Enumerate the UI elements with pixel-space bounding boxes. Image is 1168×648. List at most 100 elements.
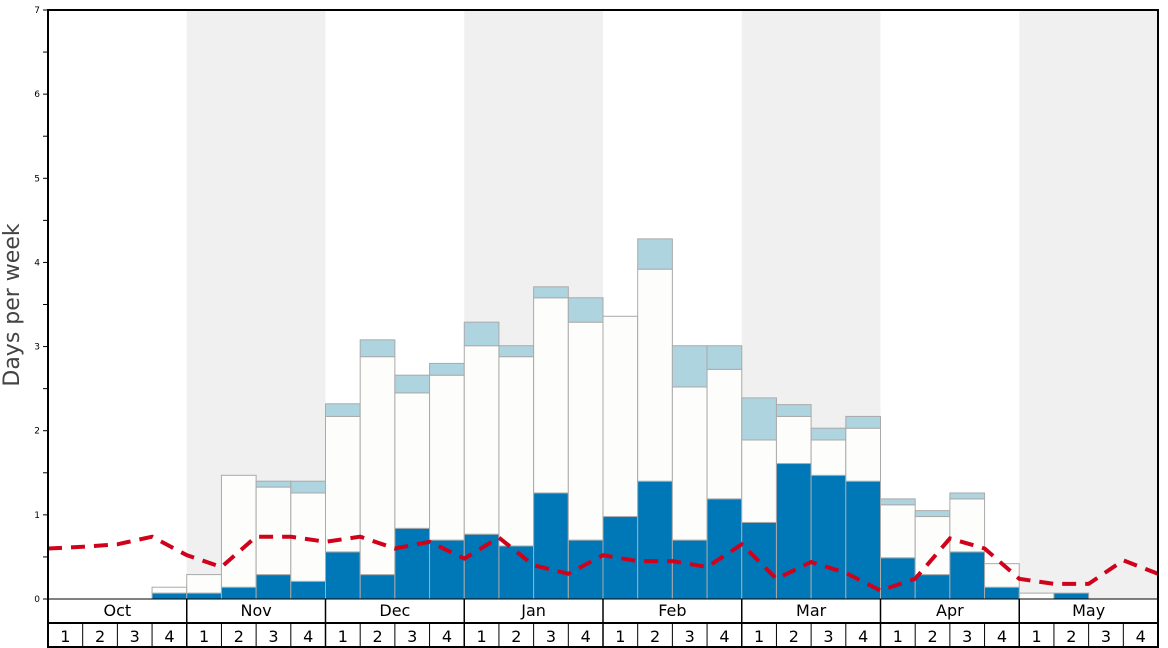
bar-white xyxy=(498,356,535,547)
week-label: 3 xyxy=(962,627,972,646)
bar-blue xyxy=(255,574,292,600)
bar-light xyxy=(567,297,604,323)
bar-blue xyxy=(914,574,951,600)
bar-white xyxy=(429,374,465,541)
bar-blue xyxy=(810,474,847,600)
week-label: 3 xyxy=(823,627,833,646)
bar-light xyxy=(255,480,292,488)
bar-blue xyxy=(151,592,188,600)
week-label: 1 xyxy=(60,627,70,646)
bar-white xyxy=(325,415,361,553)
week-label: 3 xyxy=(268,627,278,646)
bar-blue xyxy=(325,551,361,600)
bar-blue xyxy=(186,592,222,600)
week-label: 3 xyxy=(1101,627,1111,646)
bar-blue xyxy=(880,557,916,600)
bar-blue xyxy=(949,551,986,600)
week-label: 4 xyxy=(442,627,452,646)
week-label: 4 xyxy=(164,627,174,646)
week-label: 1 xyxy=(893,627,903,646)
bar-white xyxy=(741,439,777,523)
week-label: 3 xyxy=(546,627,556,646)
bar-blue xyxy=(463,533,500,600)
y-axis-label: Days per week xyxy=(0,223,25,386)
bar-white xyxy=(533,297,569,494)
week-label: 4 xyxy=(1136,627,1146,646)
bar-blue xyxy=(220,586,257,600)
y-tick-label: 7 xyxy=(34,6,40,16)
bar-light xyxy=(463,321,500,347)
trend-line xyxy=(47,534,1159,593)
week-label: 1 xyxy=(754,627,764,646)
y-tick-label: 6 xyxy=(34,90,40,100)
week-label: 4 xyxy=(997,627,1007,646)
week-label: 3 xyxy=(130,627,140,646)
week-label: 2 xyxy=(234,627,244,646)
week-label: 1 xyxy=(338,627,348,646)
week-label: 2 xyxy=(372,627,382,646)
week-label: 1 xyxy=(199,627,209,646)
bar-white xyxy=(602,315,639,518)
week-label: 2 xyxy=(1066,627,1076,646)
bar-light xyxy=(394,374,431,394)
bar-white xyxy=(984,563,1020,588)
bar-light xyxy=(290,480,326,494)
bar-white xyxy=(255,486,292,576)
bar-white xyxy=(394,392,431,529)
bar-light xyxy=(671,345,708,388)
week-label: 2 xyxy=(511,627,521,646)
week-label: 3 xyxy=(685,627,695,646)
bar-blue xyxy=(775,463,812,600)
bar-light xyxy=(741,397,777,441)
bar-blue xyxy=(637,480,673,600)
bar-blue xyxy=(567,539,604,600)
bar-light xyxy=(359,339,396,358)
bar-blue xyxy=(394,527,431,600)
month-label-dec: Dec xyxy=(379,601,410,620)
bar-white xyxy=(186,574,222,594)
bar-light xyxy=(498,345,535,358)
bar-light xyxy=(637,238,673,270)
bar-white xyxy=(463,345,500,535)
week-label: 4 xyxy=(581,627,591,646)
bar-white xyxy=(880,504,916,559)
week-label: 1 xyxy=(1032,627,1042,646)
y-tick-label: 5 xyxy=(34,174,40,184)
bar-light xyxy=(810,427,847,441)
bar-white xyxy=(567,321,604,541)
bar-light xyxy=(706,345,743,370)
month-label-apr: Apr xyxy=(936,601,964,620)
bar-white xyxy=(359,356,396,576)
bar-light xyxy=(949,492,986,500)
week-label: 1 xyxy=(615,627,625,646)
week-label: 2 xyxy=(650,627,660,646)
y-tick-label: 1 xyxy=(34,511,40,521)
bar-white xyxy=(775,415,812,465)
bar-white xyxy=(810,439,847,476)
bar-light xyxy=(325,403,361,417)
y-tick-label: 2 xyxy=(34,427,40,437)
month-label-oct: Oct xyxy=(104,601,132,620)
month-label-mar: Mar xyxy=(796,601,827,620)
month-label-nov: Nov xyxy=(241,601,272,620)
bar-white xyxy=(706,368,743,500)
week-label: 4 xyxy=(719,627,729,646)
bar-blue xyxy=(359,574,396,600)
bar-light xyxy=(775,404,812,417)
y-tick-label: 3 xyxy=(34,343,40,353)
bar-blue xyxy=(1053,592,1090,600)
bar-light xyxy=(845,415,881,429)
bar-blue xyxy=(984,586,1020,600)
bar-white xyxy=(220,474,257,588)
week-label: 3 xyxy=(407,627,417,646)
bar-blue xyxy=(845,480,881,600)
week-label: 4 xyxy=(858,627,868,646)
bar-white xyxy=(671,386,708,541)
month-label-may: May xyxy=(1072,601,1105,620)
week-label: 2 xyxy=(789,627,799,646)
week-label: 2 xyxy=(95,627,105,646)
bar-white xyxy=(637,268,673,482)
bar-blue xyxy=(671,539,708,600)
week-label: 1 xyxy=(477,627,487,646)
